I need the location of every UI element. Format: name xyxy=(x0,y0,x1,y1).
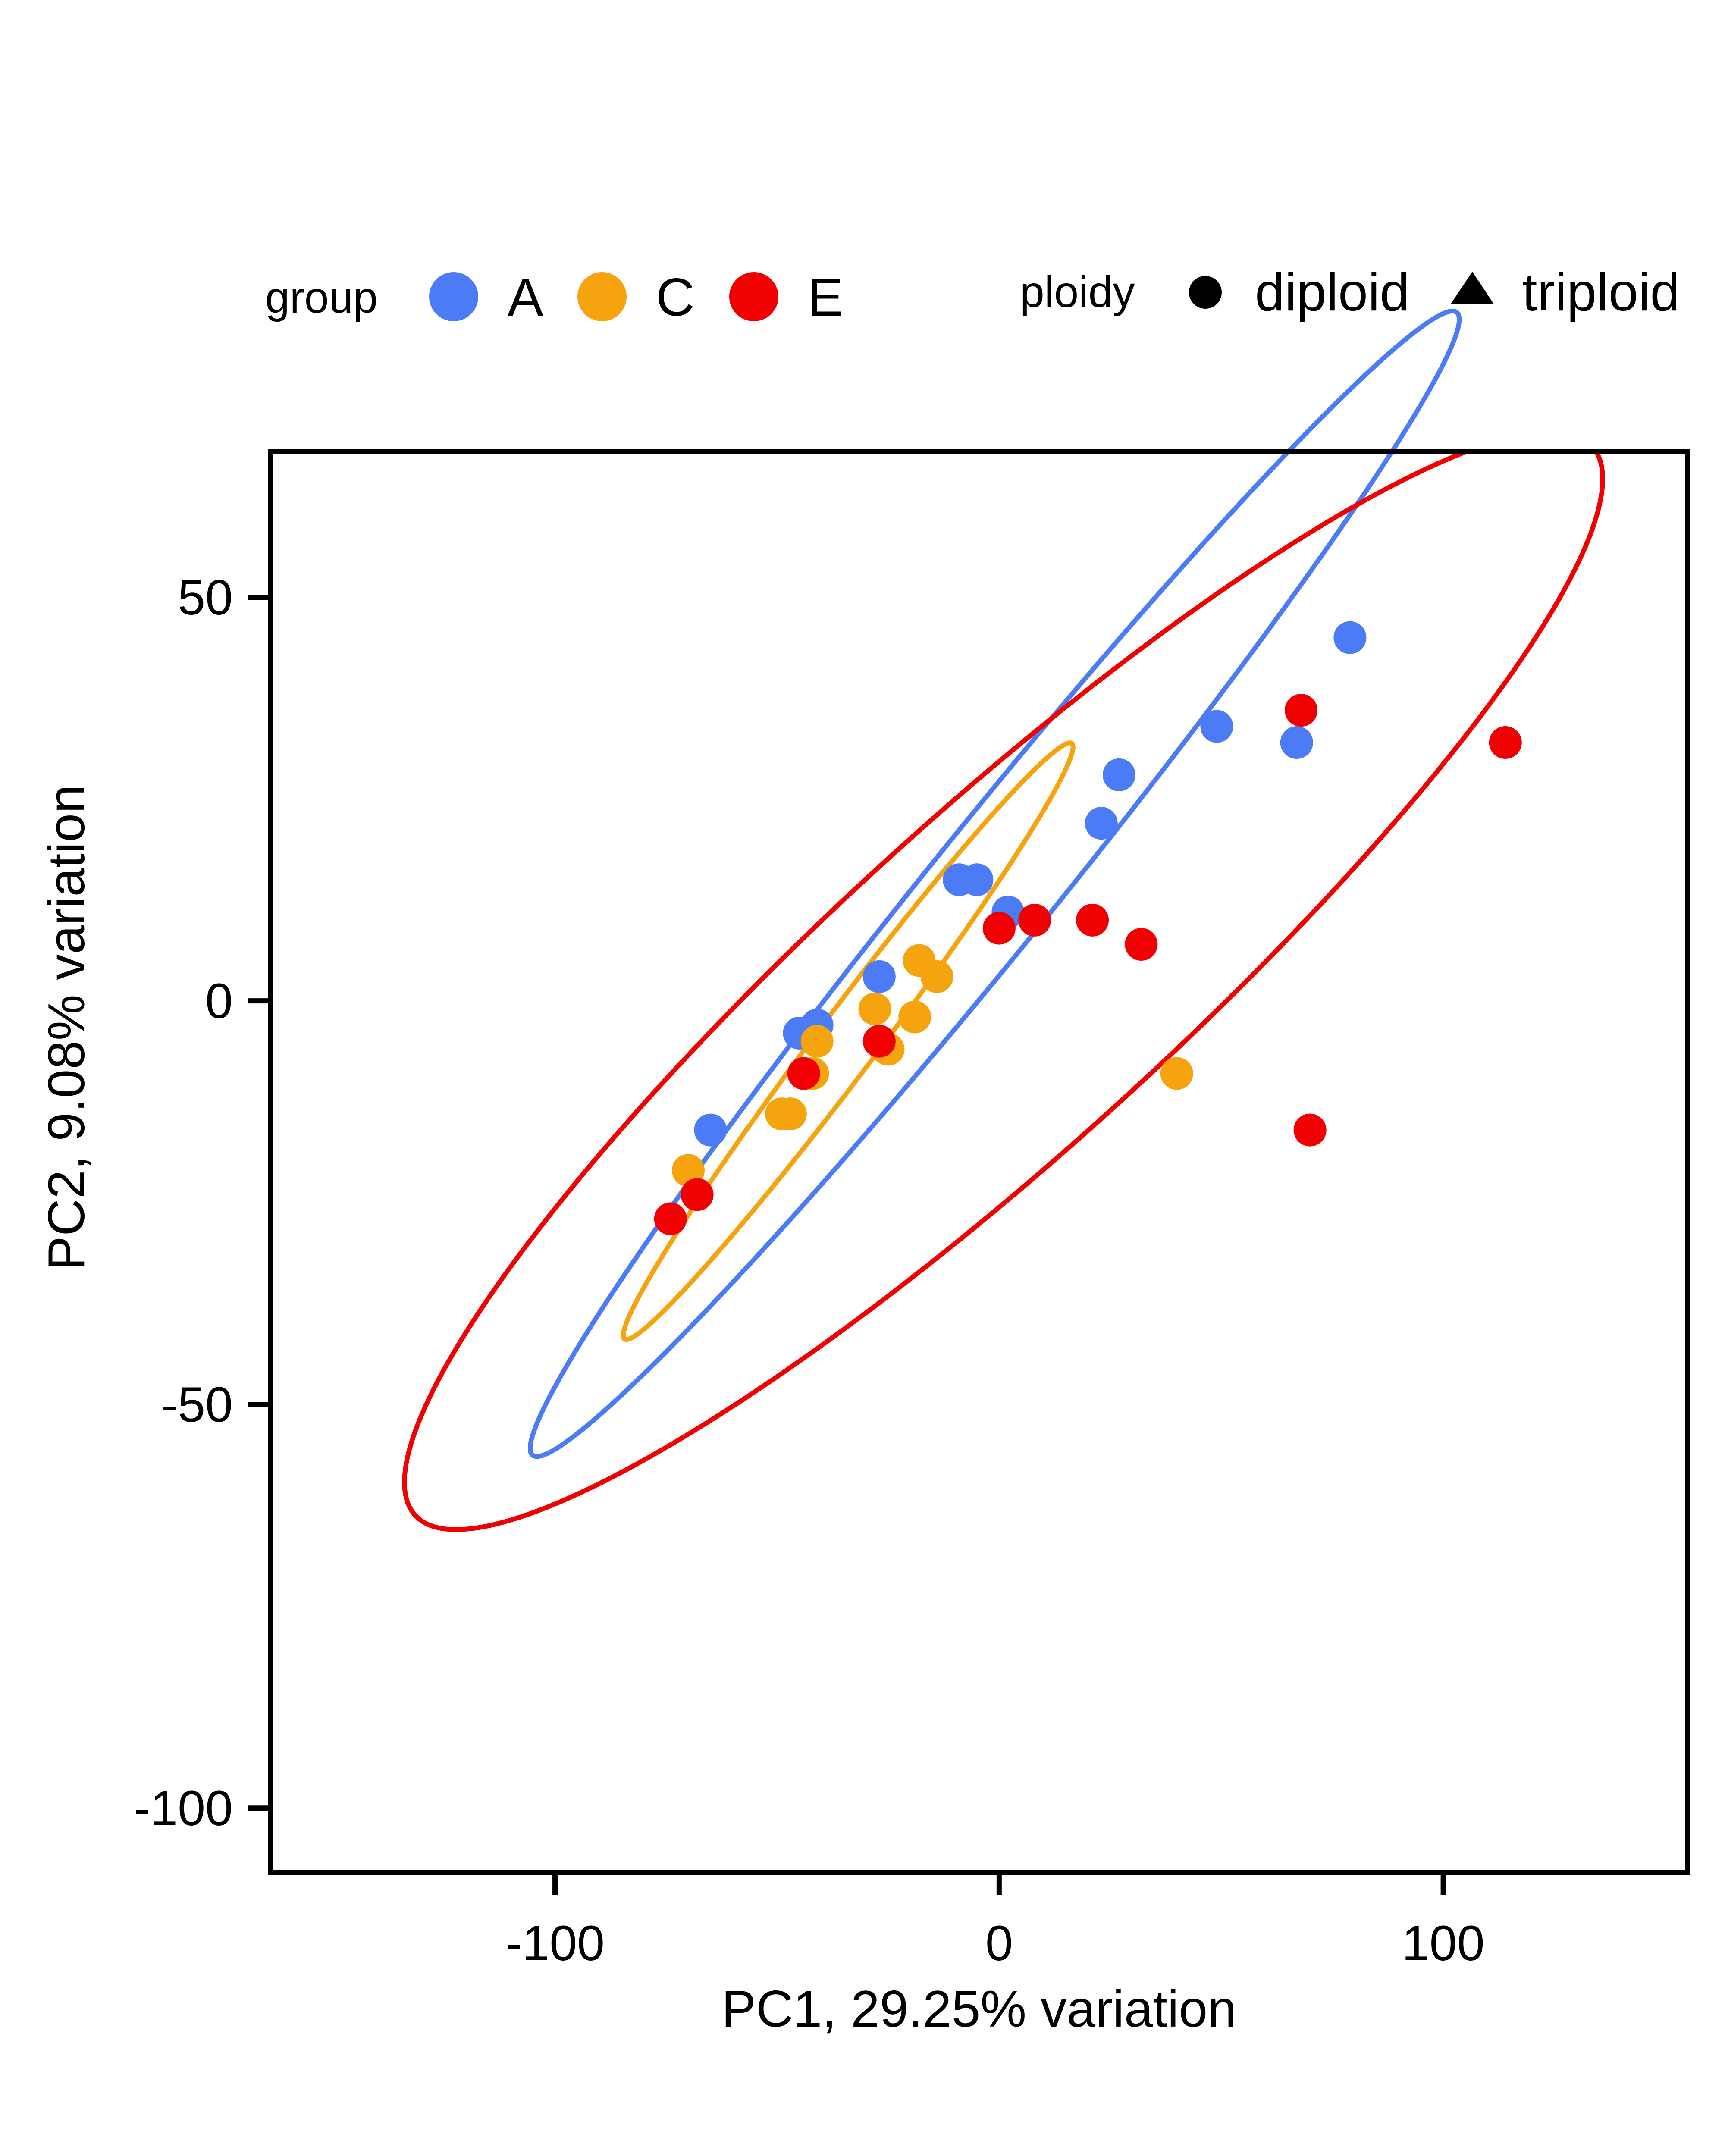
x-tick-label: -100 xyxy=(505,1916,605,1971)
point-e xyxy=(1076,903,1109,937)
point-e xyxy=(862,1025,896,1058)
ellipse-c xyxy=(621,740,1076,1342)
ellipse-a xyxy=(527,309,1462,1459)
data-points xyxy=(654,621,1522,1235)
legend-label-e: E xyxy=(808,268,844,327)
legend-swatch-c xyxy=(577,272,627,321)
legend-label-diploid: diploid xyxy=(1255,263,1410,322)
point-e xyxy=(787,1057,820,1090)
x-tick-label: 0 xyxy=(985,1916,1013,1971)
legend-swatch-e xyxy=(729,272,778,321)
point-c xyxy=(774,1097,807,1131)
x-tick-label: 100 xyxy=(1402,1916,1485,1971)
legend-swatch-a xyxy=(429,272,478,321)
point-e xyxy=(1285,694,1318,727)
y-axis: 50 0 -50 -100 xyxy=(134,570,268,1836)
y-tick-label: -100 xyxy=(134,1781,233,1836)
legend-label-a: A xyxy=(508,268,543,327)
point-e xyxy=(1125,928,1158,961)
point-e xyxy=(1018,903,1051,937)
point-a xyxy=(1333,621,1367,654)
point-a xyxy=(960,863,994,896)
legend-group-title: group xyxy=(265,273,378,322)
point-a xyxy=(1280,726,1313,759)
point-a xyxy=(1085,807,1118,840)
legend: group A C E ploidy diploid triploid xyxy=(265,263,1680,327)
point-c xyxy=(858,992,891,1025)
y-tick-label: 0 xyxy=(205,974,233,1029)
point-e xyxy=(681,1178,714,1211)
y-axis-label: PC2, 9.08% variation xyxy=(38,784,95,1270)
point-e xyxy=(1489,726,1522,759)
legend-circle-icon xyxy=(1189,276,1222,309)
legend-label-c: C xyxy=(656,268,695,327)
point-c xyxy=(898,1000,932,1034)
y-tick-label: 50 xyxy=(178,570,233,625)
point-a xyxy=(862,960,896,993)
point-a xyxy=(1200,710,1233,743)
plot-frame xyxy=(268,449,1690,1875)
legend-ploidy-title: ploidy xyxy=(1020,267,1135,317)
ellipse-e xyxy=(402,452,1605,1532)
point-a xyxy=(1102,758,1135,791)
point-a xyxy=(694,1113,727,1147)
legend-label-triploid: triploid xyxy=(1522,263,1680,322)
point-c xyxy=(920,960,953,993)
confidence-ellipses xyxy=(402,309,1605,1532)
y-tick-label: -50 xyxy=(161,1377,233,1432)
point-e xyxy=(1293,1113,1327,1147)
point-c xyxy=(1160,1057,1193,1090)
point-c xyxy=(800,1025,834,1058)
legend-triangle-icon xyxy=(1451,272,1494,304)
legend-ploidy-items: diploid triploid xyxy=(1189,263,1680,322)
point-e xyxy=(982,912,1016,945)
x-axis-label: PC1, 29.25% variation xyxy=(721,1980,1236,2038)
point-e xyxy=(654,1202,687,1235)
x-axis: -100 0 100 xyxy=(505,1875,1485,1971)
